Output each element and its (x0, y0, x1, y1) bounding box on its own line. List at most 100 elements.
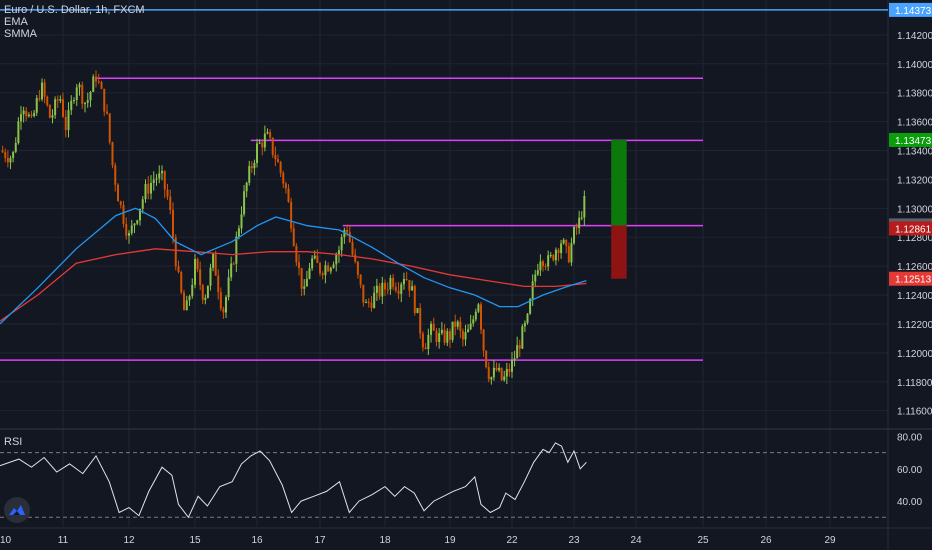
ema-legend[interactable]: EMA (4, 16, 28, 28)
rsi-tick-label: 40.00 (897, 497, 922, 508)
candle-body (106, 111, 108, 114)
candle-body (199, 269, 202, 286)
candle-body (351, 242, 354, 255)
candle-body (438, 333, 441, 343)
candle-body (405, 278, 408, 280)
candle-body (300, 267, 303, 289)
candle-body (547, 255, 550, 267)
candle-body (560, 243, 563, 254)
candle-body (544, 266, 547, 268)
candle-body (348, 232, 351, 243)
candle-body (54, 99, 57, 116)
candle-body (321, 273, 324, 276)
time-tick-label: 12 (123, 535, 135, 546)
candle-body (51, 115, 54, 118)
time-axis[interactable]: 10 11 12 15 16 17 18 19 22 23 24 25 26 29 (0, 535, 836, 546)
candle-body (365, 302, 368, 304)
candle-body (204, 297, 207, 300)
price-axis[interactable]: 1.14200 1.14000 1.13800 1.13600 1.13400 1.132… (889, 2, 932, 508)
candle-body (440, 329, 443, 334)
candle-body (542, 261, 544, 267)
moving-averages (0, 207, 587, 325)
candle-body (295, 245, 298, 263)
rsi-label[interactable]: RSI (4, 436, 23, 448)
candle-body (362, 284, 365, 303)
price-label-text: 1.12513 (895, 275, 932, 286)
risk-reward-tool[interactable] (611, 139, 627, 279)
candle-body (169, 196, 172, 211)
candle-body (485, 350, 488, 368)
price-tick-label: 1.12000 (897, 349, 932, 360)
ema-line (0, 207, 587, 325)
candle-body (570, 243, 573, 263)
candle-body (22, 110, 25, 115)
candle-body (253, 162, 256, 169)
candle-body (523, 322, 526, 327)
candle-body (490, 377, 493, 380)
candle-body (303, 286, 306, 289)
candle-body (329, 267, 332, 272)
candle-body (400, 284, 403, 294)
candle-body (62, 99, 64, 117)
candle-body (6, 157, 9, 163)
candle-body (335, 255, 338, 265)
candle-body (511, 360, 513, 372)
candle-body (152, 179, 155, 183)
candle-body (41, 82, 43, 100)
candle-body (103, 88, 106, 112)
candle-body (419, 308, 422, 334)
candle-body (166, 189, 169, 197)
candle-body (163, 170, 166, 190)
stop-zone (611, 225, 627, 279)
candle-body (67, 110, 70, 131)
candle-body (464, 332, 467, 340)
price-tick-label: 1.13000 (897, 204, 932, 215)
price-tick-label: 1.11600 (897, 407, 932, 418)
candle-body (449, 331, 451, 340)
candle-body (290, 201, 293, 229)
candle-body (237, 228, 240, 237)
price-tick-label: 1.13200 (897, 175, 932, 186)
smma-legend[interactable]: SMMA (4, 28, 37, 40)
candle-body (435, 330, 438, 343)
price-tick-label: 1.13800 (897, 89, 932, 100)
candle-body (562, 239, 565, 244)
candle-body (274, 154, 277, 160)
candle-body (381, 282, 384, 297)
candle-body (539, 261, 542, 271)
candle-body (578, 217, 581, 229)
time-tick-label: 10 (0, 535, 12, 546)
candle-body (235, 236, 238, 264)
candlestick-series (1, 70, 586, 385)
candle-body (230, 263, 233, 278)
candle-body (389, 277, 392, 290)
rsi-tick-label: 60.00 (897, 465, 922, 476)
tradingview-logo-icon[interactable] (4, 497, 30, 523)
symbol-title[interactable]: Euro / U.S. Dollar, 1h, FXCM (4, 4, 145, 16)
candle-body (108, 113, 111, 143)
price-label-text: 1.12861 (895, 224, 932, 235)
candle-body (78, 84, 81, 88)
chart-legend: Euro / U.S. Dollar, 1h, FXCM EMA SMMA (4, 4, 145, 40)
candle-body (311, 258, 314, 269)
candle-body (212, 254, 215, 268)
candle-body (245, 182, 248, 192)
candle-body (508, 369, 511, 372)
candle-body (263, 133, 266, 148)
candle-body (139, 208, 141, 221)
candle-body (59, 99, 62, 101)
candle-body (9, 158, 12, 163)
candle-body (536, 270, 539, 275)
time-tick-label: 16 (251, 535, 263, 546)
candle-body (38, 98, 41, 100)
candle-body (565, 239, 568, 247)
time-tick-label: 24 (630, 535, 642, 546)
candle-body (469, 323, 472, 330)
candle-body (4, 152, 7, 158)
price-tick-label: 1.12400 (897, 291, 932, 302)
candle-body (81, 84, 84, 104)
candle-body (534, 274, 537, 282)
candle-body (147, 183, 150, 194)
